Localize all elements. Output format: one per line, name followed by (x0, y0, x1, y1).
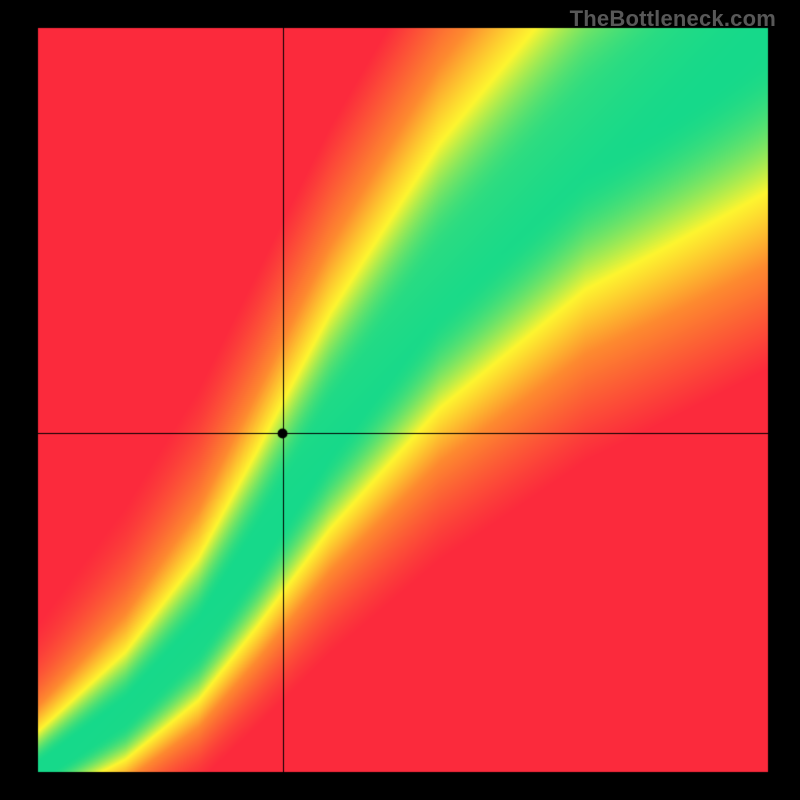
bottleneck-chart-container: TheBottleneck.com (0, 0, 800, 800)
watermark: TheBottleneck.com (570, 6, 776, 32)
heatmap-canvas (0, 0, 800, 800)
